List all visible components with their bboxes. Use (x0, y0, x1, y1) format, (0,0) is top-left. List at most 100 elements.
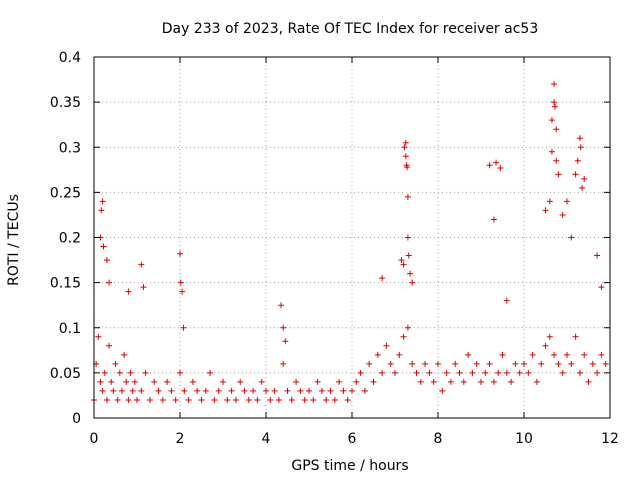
data-point (490, 216, 497, 223)
data-point (404, 324, 411, 331)
data-point (103, 257, 110, 264)
data-point (140, 284, 147, 291)
data-point (553, 126, 560, 133)
data-point (177, 250, 183, 257)
data-point (267, 396, 274, 403)
data-point (542, 207, 549, 214)
data-point (344, 396, 351, 403)
y-tick-label: 0.15 (50, 276, 81, 292)
data-point (134, 396, 140, 403)
data-point (460, 378, 467, 385)
data-point (95, 333, 102, 340)
data-point (280, 360, 287, 367)
y-axis-label: ROTI / TECUs (6, 194, 22, 286)
data-point (301, 396, 308, 403)
data-point (401, 144, 408, 151)
data-point (581, 351, 588, 358)
data-point (598, 351, 605, 358)
data-point (405, 252, 412, 259)
chart-title: Day 233 of 2023, Rate Of TEC Index for r… (162, 21, 538, 37)
data-point (529, 351, 536, 358)
data-point (129, 387, 136, 394)
data-point (361, 387, 368, 394)
x-tick-label: 2 (176, 431, 185, 447)
data-point (138, 387, 145, 394)
data-point (280, 324, 287, 331)
data-point (422, 360, 429, 367)
data-point (546, 333, 553, 340)
data-point (181, 387, 188, 394)
data-point (409, 279, 416, 286)
data-point (398, 257, 405, 264)
data-point (127, 369, 134, 376)
data-point (548, 148, 555, 155)
data-point (400, 261, 407, 268)
data-point (581, 175, 588, 182)
grid-lines (94, 57, 610, 418)
data-point (103, 396, 110, 403)
data-point (417, 378, 424, 385)
data-point (473, 360, 480, 367)
axis-ticks (93, 56, 611, 419)
data-point (232, 396, 239, 403)
data-point (379, 369, 386, 376)
data-point (131, 378, 138, 385)
data-point (564, 351, 570, 358)
data-point (404, 234, 411, 241)
data-point (594, 252, 601, 259)
data-point (392, 369, 398, 376)
x-axis-label: GPS time / hours (291, 458, 408, 474)
data-point (396, 351, 403, 358)
x-tick-label: 12 (601, 431, 619, 447)
data-point (493, 159, 500, 166)
data-point (353, 378, 360, 385)
data-point (559, 211, 566, 218)
data-point (180, 324, 187, 331)
data-point (151, 378, 158, 385)
data-point (598, 284, 605, 291)
data-point (374, 351, 381, 358)
data-point (263, 387, 269, 394)
data-point (435, 360, 441, 367)
data-point (220, 378, 226, 385)
data-point (278, 302, 285, 309)
data-point (254, 396, 261, 403)
data-point (159, 396, 166, 403)
data-point (512, 360, 519, 367)
data-point (546, 198, 553, 205)
data-point (404, 164, 411, 171)
data-point (525, 369, 532, 376)
data-point (275, 396, 282, 403)
data-point (125, 396, 132, 403)
data-point (555, 171, 562, 178)
data-point (538, 360, 545, 367)
data-point (271, 387, 278, 394)
data-point (211, 396, 218, 403)
data-point (366, 360, 373, 367)
data-point (379, 275, 386, 282)
data-point (114, 396, 121, 403)
y-tick-label: 0.4 (59, 50, 81, 66)
data-point (521, 360, 527, 367)
data-point (106, 279, 113, 286)
y-tick-label: 0.35 (50, 95, 81, 111)
y-tick-label: 0.05 (50, 366, 81, 382)
data-point (533, 378, 540, 385)
data-point (402, 153, 409, 160)
data-point (439, 387, 446, 394)
data-point (579, 184, 586, 191)
data-point (508, 378, 515, 385)
data-point (125, 288, 132, 295)
data-point (576, 369, 583, 376)
data-point (293, 378, 300, 385)
data-point (202, 387, 209, 394)
data-point (426, 369, 433, 376)
data-point (516, 369, 523, 376)
data-point (100, 243, 107, 250)
data-point (594, 369, 601, 376)
data-point (370, 378, 377, 385)
data-point (409, 360, 416, 367)
data-point (585, 378, 592, 385)
data-point (555, 360, 562, 367)
